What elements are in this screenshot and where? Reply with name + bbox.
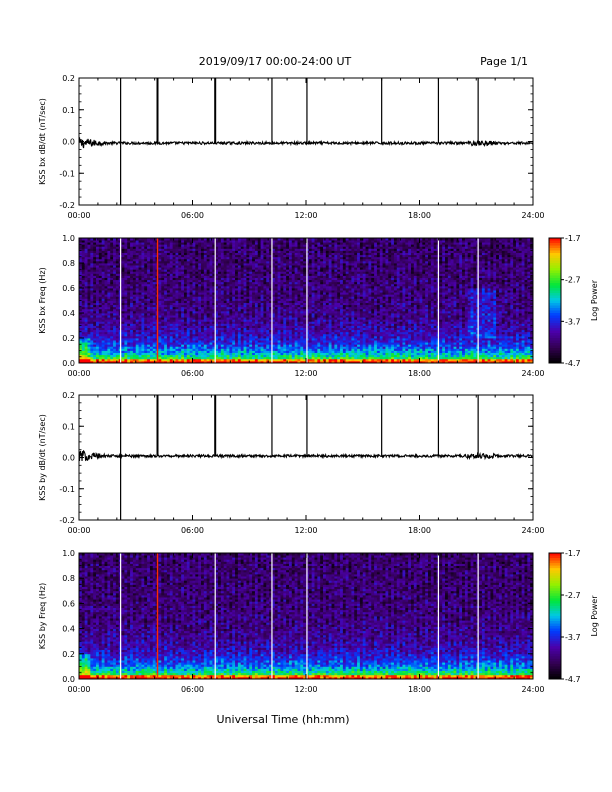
signal-line xyxy=(79,137,533,148)
y-axis-label: KSS bx dB/dt (nT/sec) xyxy=(38,98,47,185)
y-tick-label: 0.1 xyxy=(62,106,75,115)
x-tick-label: 06:00 xyxy=(181,211,204,220)
x-tick-label: 12:00 xyxy=(294,211,317,220)
y-tick-label: 0.2 xyxy=(62,74,75,83)
dbdt-trace xyxy=(79,78,533,205)
figure-title: 2019/09/17 00:00-24:00 UT xyxy=(199,55,352,68)
x-tick-label: 24:00 xyxy=(521,211,544,220)
page-indicator: Page 1/1 xyxy=(480,55,528,68)
panels-group: 00:00 06:00 12:00 18:00 24:00 -0.2 -0.1 0.0 0.1 0… xyxy=(38,74,599,694)
x-tick-label: 18:00 xyxy=(408,211,431,220)
y-tick-label: 0.0 xyxy=(62,138,75,147)
x-tick-label: 00:00 xyxy=(67,211,90,220)
spectrogram-group xyxy=(79,238,533,363)
y-tick-label: -0.2 xyxy=(59,201,75,210)
y-tick-label: -0.1 xyxy=(59,169,75,178)
